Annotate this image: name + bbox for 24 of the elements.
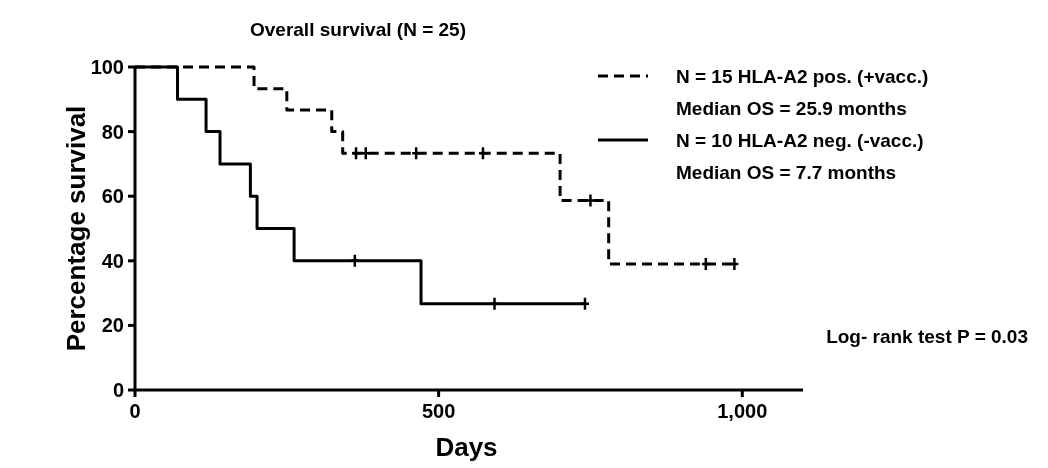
point — [700, 256, 712, 272]
x-tick-label: 1,000 — [717, 400, 768, 422]
point — [349, 253, 361, 269]
y-tick-label: 60 — [101, 185, 124, 208]
y-tick-label: 80 — [101, 120, 124, 143]
point — [585, 193, 596, 208]
x-tick-label: 500 — [421, 400, 456, 422]
x-axis-title: Days — [435, 432, 498, 462]
point — [410, 145, 422, 161]
x-tick-label: 0 — [129, 400, 141, 422]
legend-label: N = 15 HLA-A2 pos. (+vacc.) — [676, 65, 929, 87]
legend-label: N = 10 HLA-A2 neg. (-vacc.) — [676, 129, 924, 151]
y-tick-label: 40 — [101, 249, 124, 272]
text: Log- rank test P = 0.03 — [826, 325, 1028, 347]
y-tick-label: 0 — [112, 379, 124, 401]
point — [477, 145, 489, 161]
y-tick-label: 100 — [90, 56, 124, 78]
annotation: Median OS = 25.9 months — [676, 97, 907, 119]
point — [350, 145, 362, 161]
chart-title: Overall survival (N = 25) — [250, 19, 466, 40]
y-axis-title: Percentage survival — [61, 105, 91, 352]
y-tick-label: 20 — [101, 314, 124, 337]
annotation: Median OS = 7.7 months — [676, 161, 897, 183]
point — [360, 145, 372, 161]
